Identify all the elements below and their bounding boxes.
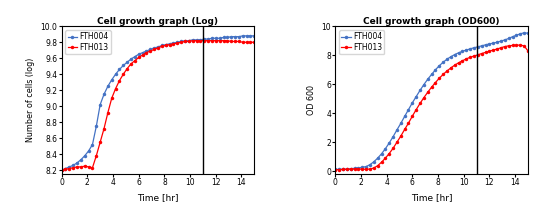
FTH013 — [375, 164, 381, 167]
FTH004 — [332, 168, 338, 171]
FTH004 — [459, 50, 466, 53]
Line: FTH013: FTH013 — [333, 43, 530, 171]
X-axis label: Time [hr]: Time [hr] — [411, 193, 452, 202]
FTH004 — [394, 129, 400, 131]
FTH013 — [525, 49, 531, 52]
Y-axis label: Number of cells (log): Number of cells (log) — [26, 58, 35, 142]
FTH013 — [521, 44, 527, 47]
FTH013 — [471, 55, 477, 57]
FTH004 — [525, 32, 531, 35]
Title: Cell growth graph (OD600): Cell growth graph (OD600) — [363, 16, 500, 25]
FTH013 — [189, 39, 196, 42]
Legend: FTH004, FTH013: FTH004, FTH013 — [65, 30, 111, 54]
FTH013 — [459, 59, 466, 62]
FTH004 — [471, 46, 477, 49]
FTH004 — [116, 68, 123, 71]
FTH004 — [521, 32, 527, 34]
FTH004 — [185, 39, 192, 42]
Line: FTH004: FTH004 — [60, 34, 256, 172]
FTH004 — [58, 169, 65, 171]
FTH013 — [201, 39, 207, 42]
FTH013 — [390, 147, 396, 150]
X-axis label: Time [hr]: Time [hr] — [137, 193, 178, 202]
FTH004 — [247, 35, 254, 37]
Line: FTH013: FTH013 — [60, 39, 256, 172]
Y-axis label: OD 600: OD 600 — [307, 85, 316, 115]
Title: Cell growth graph (Log): Cell growth graph (Log) — [98, 16, 219, 25]
FTH004 — [251, 35, 258, 37]
FTH004 — [197, 39, 204, 41]
FTH004 — [240, 35, 246, 37]
FTH004 — [375, 157, 381, 159]
FTH013 — [116, 79, 123, 82]
FTH013 — [332, 168, 338, 171]
Line: FTH004: FTH004 — [333, 31, 530, 171]
FTH013 — [513, 44, 519, 46]
FTH013 — [251, 41, 258, 44]
FTH013 — [185, 40, 192, 43]
FTH004 — [517, 32, 524, 35]
FTH013 — [394, 141, 400, 143]
FTH013 — [58, 169, 65, 171]
FTH004 — [101, 93, 107, 95]
Legend: FTH004, FTH013: FTH004, FTH013 — [339, 30, 384, 54]
FTH004 — [120, 64, 126, 67]
FTH013 — [120, 73, 126, 76]
FTH013 — [247, 41, 254, 44]
FTH013 — [101, 127, 107, 130]
FTH004 — [390, 135, 396, 138]
